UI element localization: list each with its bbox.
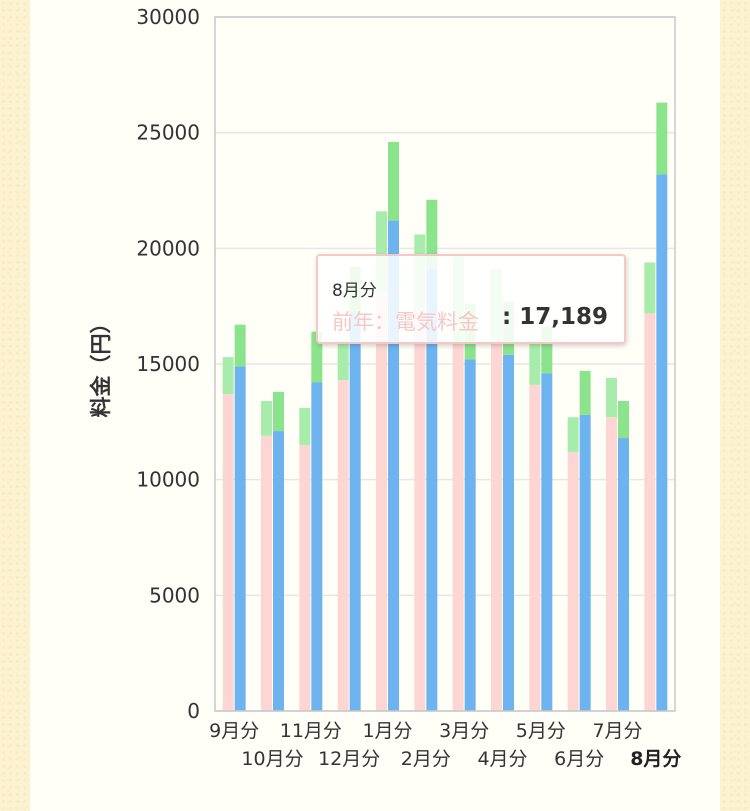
bar-segment[interactable] bbox=[388, 141, 399, 221]
bar-segment[interactable] bbox=[579, 414, 591, 711]
bar-segment[interactable] bbox=[311, 331, 323, 383]
bar-segment[interactable] bbox=[376, 292, 387, 711]
y-tick-label: 15000 bbox=[136, 352, 200, 376]
y-tick-label: 10000 bbox=[136, 468, 200, 492]
bar-segment[interactable] bbox=[376, 211, 387, 293]
bar-segment[interactable] bbox=[656, 102, 668, 175]
bar-segment[interactable] bbox=[567, 451, 579, 711]
bar-segment[interactable] bbox=[337, 380, 349, 711]
bar-segment[interactable] bbox=[606, 377, 617, 418]
bar-segment[interactable] bbox=[337, 340, 349, 381]
bar-segment[interactable] bbox=[656, 174, 668, 712]
x-tick-label: 1月分 bbox=[362, 720, 412, 742]
x-tick-label: 7月分 bbox=[592, 720, 642, 742]
y-tick-label: 5000 bbox=[149, 583, 200, 607]
y-axis-title: 料金（円） bbox=[89, 313, 113, 418]
y-tick-label: 25000 bbox=[136, 121, 200, 145]
y-tick-label: 0 bbox=[187, 699, 200, 723]
x-tick-label: 9月分 bbox=[209, 720, 259, 742]
bar-segment[interactable] bbox=[503, 354, 514, 711]
bar-segment[interactable] bbox=[299, 444, 311, 711]
x-tick-label: 10月分 bbox=[241, 748, 303, 770]
x-axis-ticks: 9月分 10月分 11月分 12月分 1月分 2月分 3月分 4月分 5月分 6月分 7月分 8月分 bbox=[209, 720, 681, 770]
chart-panel bbox=[30, 0, 720, 811]
bar-segment[interactable] bbox=[606, 417, 617, 711]
bar-segment[interactable] bbox=[299, 407, 311, 445]
y-tick-label: 20000 bbox=[136, 236, 200, 260]
bar-segment[interactable] bbox=[311, 382, 323, 711]
bar-segment[interactable] bbox=[273, 431, 284, 711]
bar-segment[interactable] bbox=[452, 343, 464, 711]
tooltip: 8月分 前年：電気料金 : 17,189 bbox=[316, 254, 626, 344]
bar-segment[interactable] bbox=[261, 401, 272, 436]
x-tick-label: 2月分 bbox=[401, 748, 451, 770]
bar-segment[interactable] bbox=[618, 401, 629, 439]
bar-segment[interactable] bbox=[541, 326, 553, 374]
bar-segment[interactable] bbox=[273, 391, 284, 432]
bar-segment[interactable] bbox=[541, 373, 553, 711]
bar-segment[interactable] bbox=[567, 417, 579, 452]
bar-segment[interactable] bbox=[464, 359, 476, 711]
bar-segment[interactable] bbox=[426, 269, 438, 711]
bar-segment[interactable] bbox=[222, 394, 234, 711]
bar-segment[interactable] bbox=[222, 357, 234, 395]
y-tick-label: 30000 bbox=[136, 5, 200, 29]
bar-segment[interactable] bbox=[644, 313, 656, 711]
bars bbox=[222, 102, 668, 712]
x-tick-label: 8月分 bbox=[630, 748, 681, 770]
x-tick-label: 6月分 bbox=[554, 748, 604, 770]
bar-segment[interactable] bbox=[491, 338, 502, 711]
tooltip-header: 8月分 bbox=[332, 281, 377, 301]
x-tick-label: 11月分 bbox=[280, 720, 342, 742]
bar-segment[interactable] bbox=[388, 220, 399, 711]
bar-segment[interactable] bbox=[426, 199, 438, 270]
x-tick-label: 4月分 bbox=[477, 748, 527, 770]
bar-segment[interactable] bbox=[644, 262, 656, 314]
bar-segment[interactable] bbox=[618, 438, 629, 711]
bar-segment[interactable] bbox=[234, 366, 246, 711]
tooltip-series-name: 前年：電気料金 bbox=[332, 310, 479, 334]
tooltip-value: : 17,189 bbox=[502, 304, 608, 330]
bar-segment[interactable] bbox=[529, 384, 541, 711]
x-tick-label: 5月分 bbox=[516, 720, 566, 742]
bar-segment[interactable] bbox=[579, 370, 591, 415]
x-tick-label: 3月分 bbox=[439, 720, 489, 742]
bar-segment[interactable] bbox=[261, 435, 272, 711]
x-tick-label: 12月分 bbox=[318, 748, 380, 770]
plot-frame bbox=[214, 16, 676, 712]
bar-segment[interactable] bbox=[349, 313, 361, 711]
y-axis-ticks: 0 5000 10000 15000 20000 25000 30000 bbox=[136, 5, 200, 723]
bar-segment[interactable] bbox=[234, 324, 246, 367]
tooltip-value-number: 17,189 bbox=[519, 304, 608, 330]
bar-segment[interactable] bbox=[529, 340, 541, 385]
bar-segment[interactable] bbox=[414, 308, 426, 711]
